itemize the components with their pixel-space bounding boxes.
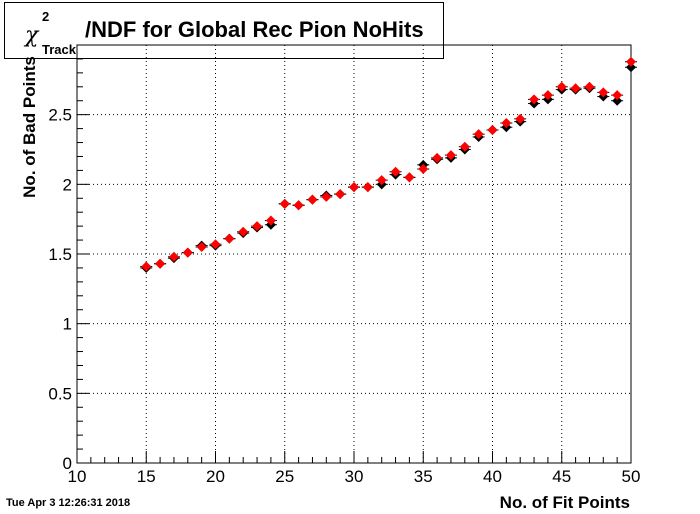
data-point-red: [473, 129, 484, 140]
data-point-red: [321, 191, 332, 202]
y-tick-label: 1.5: [48, 245, 72, 264]
data-point-red: [390, 166, 401, 177]
title-superscript: 2: [42, 9, 50, 24]
data-point-red: [515, 113, 526, 124]
title-subscript: Track: [42, 42, 76, 57]
data-point-red: [238, 226, 249, 237]
x-tick-label: 10: [68, 467, 87, 486]
data-point-red: [570, 83, 581, 94]
x-tick-label: 35: [414, 467, 433, 486]
x-tick-label: 45: [552, 467, 571, 486]
data-point-red: [487, 124, 498, 135]
x-tick-label: 20: [206, 467, 225, 486]
data-point-black: [612, 95, 623, 106]
data-point-red: [362, 182, 373, 193]
x-tick-label: 40: [483, 467, 502, 486]
y-tick-label: 2: [63, 175, 72, 194]
data-point-red: [626, 56, 636, 67]
chart-title: /NDF for Global Rec Pion NoHits: [85, 17, 424, 42]
data-point-red: [279, 198, 290, 209]
data-point-red: [542, 90, 553, 101]
data-point-black: [626, 62, 636, 73]
data-point-red: [556, 81, 567, 92]
data-point-red: [196, 242, 207, 253]
data-point-red: [293, 200, 304, 211]
data-point-red: [529, 94, 540, 105]
data-point-red: [307, 194, 318, 205]
data-point-red: [459, 141, 470, 152]
x-axis-label: No. of Fit Points: [499, 493, 630, 512]
data-point-red: [432, 152, 443, 163]
data-point-red: [224, 233, 235, 244]
y-tick-label: 2.5: [48, 106, 72, 125]
data-point-red: [141, 261, 152, 272]
y-tick-label: 0.5: [48, 384, 72, 403]
x-tick-label: 25: [275, 467, 294, 486]
data-point-red: [376, 175, 387, 186]
x-tick-label: 50: [622, 467, 641, 486]
data-point-red: [404, 172, 415, 183]
timestamp: Tue Apr 3 12:26:31 2018: [6, 497, 131, 509]
data-point-red: [335, 189, 346, 200]
data-point-red: [252, 221, 263, 232]
x-tick-label: 30: [345, 467, 364, 486]
y-axis-label: No. of Bad Points: [20, 56, 39, 198]
data-point-red: [210, 239, 221, 250]
data-point-red: [598, 87, 609, 98]
data-point-red: [168, 251, 179, 262]
data-point-red: [445, 150, 456, 161]
title-chi-symbol: χ: [25, 23, 39, 48]
y-tick-label: 1: [63, 315, 72, 334]
data-point-red: [265, 215, 276, 226]
data-point-red: [418, 164, 429, 175]
data-point-red: [349, 182, 359, 193]
data-point-red: [612, 90, 623, 101]
data-point-red: [182, 247, 193, 258]
x-tick-label: 15: [137, 467, 156, 486]
data-point-red: [584, 81, 595, 92]
data-point-red: [501, 118, 512, 129]
data-point-red: [155, 258, 166, 269]
y-tick-label: 0: [63, 454, 72, 473]
